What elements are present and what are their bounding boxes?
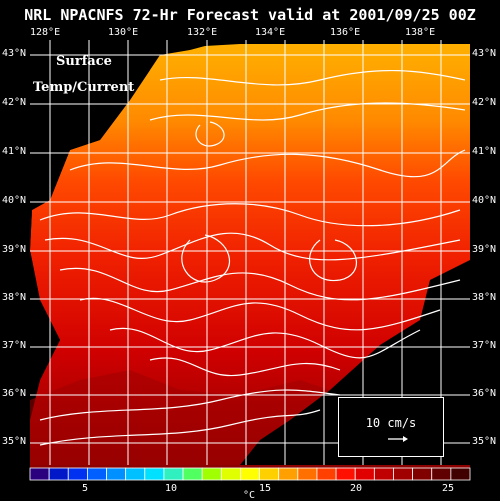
lon-label-134: 134°E	[255, 27, 286, 38]
colorbar-swatch	[125, 467, 146, 481]
lon-label-130: 130°E	[108, 27, 139, 38]
land-left-coast	[0, 40, 150, 470]
colorbar-swatch	[450, 467, 471, 481]
lat-label-43-right: 43°N	[472, 48, 497, 59]
current-streamline	[69, 149, 466, 178]
current-streamline	[109, 327, 421, 359]
current-streamline	[159, 69, 466, 86]
lat-label-38-left: 38°N	[2, 292, 27, 303]
colorbar-swatch	[29, 467, 50, 481]
subtitle-line-2: Temp/Current	[33, 80, 135, 95]
colorbar-swatch	[86, 467, 107, 481]
lat-label-38-right: 38°N	[472, 292, 497, 303]
lat-label-36-right: 36°N	[472, 388, 497, 399]
lat-label-43-left: 43°N	[2, 48, 27, 59]
lat-label-37-right: 37°N	[472, 340, 497, 351]
colorbar-tick-10: 10	[165, 483, 178, 494]
temperature-colorbar	[29, 467, 471, 481]
colorbar-swatch	[297, 467, 318, 481]
colorbar-tick-25: 25	[442, 483, 455, 494]
scale-legend-text: 10 cm/s	[365, 416, 417, 430]
lon-label-138: 138°E	[405, 27, 436, 38]
current-streamline	[39, 203, 461, 227]
current-streamline	[195, 121, 225, 147]
scale-arrow-icon	[388, 436, 408, 442]
lat-label-40-right: 40°N	[472, 195, 497, 206]
colorbar-swatch	[373, 467, 394, 481]
colorbar-swatch	[259, 467, 280, 481]
colorbar-swatch	[201, 467, 222, 481]
colorbar-swatch	[240, 467, 260, 481]
land-northeast	[470, 44, 500, 500]
colorbar-swatch	[335, 467, 356, 481]
warm-current-belt	[30, 370, 330, 465]
colorbar-swatch	[48, 467, 69, 481]
current-streamline	[149, 102, 466, 121]
current-streamline	[181, 234, 231, 283]
lat-label-35-left: 35°N	[2, 436, 27, 447]
colorbar-swatch	[412, 467, 433, 481]
colorbar-swatch	[144, 467, 165, 481]
map-title: NRL NPACNFS 72-Hr Forecast valid at 2001…	[24, 6, 476, 24]
lat-label-42-right: 42°N	[472, 97, 497, 108]
current-streamline	[149, 357, 341, 377]
colorbar-swatch	[163, 467, 184, 481]
current-streamlines	[39, 69, 466, 446]
colorbar-swatch	[67, 467, 88, 481]
lat-label-36-left: 36°N	[2, 388, 27, 399]
current-streamline	[44, 232, 461, 261]
colorbar-swatch	[278, 467, 299, 481]
current-streamline	[39, 409, 321, 446]
current-streamline	[59, 267, 461, 301]
colorbar-tick-20: 20	[350, 483, 363, 494]
lat-label-35-right: 35°N	[472, 436, 497, 447]
lat-label-39-right: 39°N	[472, 244, 497, 255]
lat-label-42-left: 42°N	[2, 97, 27, 108]
colorbar-tick-5: 5	[82, 483, 89, 494]
lon-label-136: 136°E	[330, 27, 361, 38]
lat-label-41-left: 41°N	[2, 146, 27, 157]
lat-label-37-left: 37°N	[2, 340, 27, 351]
colorbar-swatch	[220, 467, 241, 481]
colorbar-swatch	[354, 467, 375, 481]
lat-label-41-right: 41°N	[472, 146, 497, 157]
lat-label-40-left: 40°N	[2, 195, 27, 206]
colorbar-swatch	[182, 467, 203, 481]
colorbar-swatch	[431, 467, 452, 481]
colorbar-swatch	[106, 467, 127, 481]
colorbar-tick-15: 15	[259, 483, 272, 494]
colorbar-swatch	[316, 467, 337, 481]
colorbar-swatch	[393, 467, 414, 481]
lat-label-39-left: 39°N	[2, 244, 27, 255]
current-streamline	[79, 297, 441, 331]
lon-label-132: 132°E	[187, 27, 218, 38]
current-streamline	[309, 239, 357, 282]
current-streamline	[39, 389, 341, 421]
lon-label-128: 128°E	[30, 27, 61, 38]
colorbar-unit: °C	[243, 490, 256, 501]
subtitle-line-1: Surface	[56, 54, 112, 69]
scale-legend-box: 10 cm/s	[338, 397, 444, 457]
